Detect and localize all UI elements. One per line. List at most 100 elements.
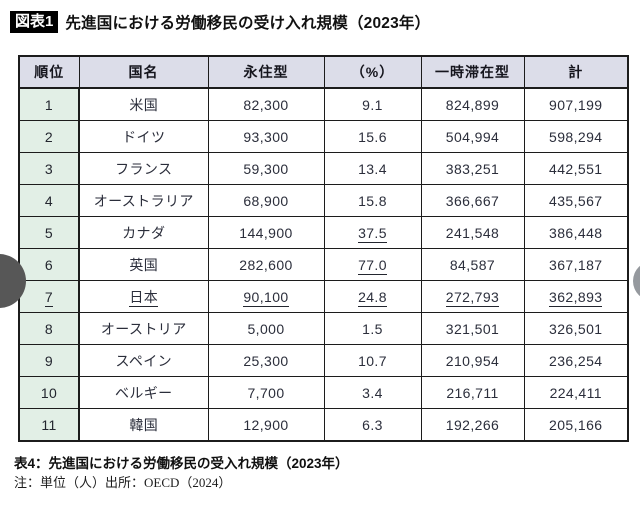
rank-value: 6	[44, 256, 54, 273]
total-value: 435,567	[549, 192, 603, 209]
rank-value: 10	[40, 384, 58, 401]
cell-temporary: 192,266	[420, 408, 525, 442]
total-value: 362,893	[549, 288, 603, 307]
cell-permanent: 93,300	[207, 120, 325, 153]
country-value: ベルギー	[114, 384, 173, 401]
country-value: オーストラリア	[93, 192, 194, 209]
cell-percent: 6.3	[323, 408, 422, 442]
cell-temporary: 504,994	[420, 120, 525, 153]
country-value: 韓国	[129, 416, 159, 433]
permanent-value: 7,700	[247, 384, 285, 401]
cell-country: オーストリア	[78, 312, 209, 345]
cell-total: 224,411	[523, 376, 629, 409]
cell-percent: 10.7	[323, 344, 422, 377]
cell-temporary: 210,954	[420, 344, 525, 377]
total-value: 907,199	[549, 96, 603, 113]
table-row: 11 韓国 12,900 6.3 192,266 205,166	[18, 408, 629, 442]
percent-value: 15.6	[358, 128, 387, 145]
header-cell-5: 計	[523, 55, 629, 89]
cell-permanent: 12,900	[207, 408, 325, 442]
country-value: 英国	[129, 256, 159, 273]
permanent-value: 12,900	[243, 416, 289, 433]
rank-value: 5	[44, 224, 54, 241]
country-value: フランス	[115, 160, 173, 177]
cell-temporary: 84,587	[420, 248, 525, 281]
table-header-row: 順位 国名 永住型 （%） 一時滞在型計	[18, 55, 629, 89]
figure-title-text: 先進国における労働移民の受け入れ規模（2023年）	[65, 15, 431, 32]
cell-rank: 6	[18, 248, 80, 281]
cell-total: 205,166	[523, 408, 629, 442]
country-value: スペイン	[115, 352, 173, 369]
total-value: 224,411	[549, 384, 602, 401]
cell-country: 韓国	[78, 408, 209, 442]
permanent-value: 144,900	[239, 224, 293, 241]
permanent-value: 68,900	[243, 192, 289, 209]
cell-temporary: 216,711	[420, 376, 525, 409]
cell-percent: 15.8	[323, 184, 422, 217]
country-value: ドイツ	[122, 128, 166, 145]
temporary-value: 366,667	[445, 192, 500, 209]
permanent-value: 5,000	[247, 320, 285, 337]
total-value: 367,187	[549, 256, 603, 273]
cell-country: 米国	[78, 87, 209, 121]
rank-value: 4	[44, 192, 54, 209]
header-cell-2: 永住型	[207, 55, 325, 89]
carousel-next-button[interactable]	[633, 261, 640, 301]
table-row: 10 ベルギー 7,700 3.4 216,711 224,411	[18, 376, 629, 409]
percent-value: 6.3	[362, 416, 383, 433]
permanent-value: 282,600	[239, 256, 293, 273]
total-value: 236,254	[549, 352, 603, 369]
cell-permanent: 59,300	[207, 152, 325, 185]
table-caption: 表4：先進国における労働移民の受入れ規模（2023年）	[14, 456, 349, 471]
permanent-value: 90,100	[243, 288, 289, 307]
table-row: 5 カナダ 144,900 37.5 241,548 386,448	[18, 216, 629, 249]
temporary-value: 272,793	[445, 288, 500, 307]
table-row: 6 英国 282,600 77.0 84,587 367,187	[18, 248, 629, 281]
cell-percent: 24.8	[323, 280, 422, 313]
permanent-value: 82,300	[243, 96, 289, 113]
total-value: 598,294	[549, 128, 603, 145]
temporary-value: 241,548	[445, 224, 500, 241]
country-value: 米国	[129, 96, 159, 113]
cell-country: 英国	[78, 248, 209, 281]
cell-permanent: 82,300	[207, 87, 325, 121]
total-value: 326,501	[549, 320, 603, 337]
cell-permanent: 25,300	[207, 344, 325, 377]
country-value: 日本	[129, 288, 159, 307]
cell-permanent: 5,000	[207, 312, 325, 345]
cell-total: 386,448	[523, 216, 629, 249]
permanent-value: 59,300	[243, 160, 289, 177]
temporary-value: 504,994	[445, 128, 500, 145]
cell-permanent: 7,700	[207, 376, 325, 409]
cell-percent: 37.5	[323, 216, 422, 249]
cell-total: 326,501	[523, 312, 629, 345]
cell-permanent: 144,900	[207, 216, 325, 249]
cell-country: 日本	[78, 280, 209, 313]
cell-temporary: 321,501	[420, 312, 525, 345]
cell-rank: 3	[18, 152, 80, 185]
percent-value: 37.5	[358, 224, 387, 243]
cell-total: 435,567	[523, 184, 629, 217]
header-cell-1: 国名	[78, 55, 209, 89]
table-row: 8 オーストリア 5,000 1.5 321,501 326,501	[18, 312, 629, 345]
temporary-value: 216,711	[446, 384, 499, 401]
table-row: 4 オーストラリア 68,900 15.8 366,667 435,567	[18, 184, 629, 217]
cell-temporary: 383,251	[420, 152, 525, 185]
cell-percent: 1.5	[323, 312, 422, 345]
cell-total: 598,294	[523, 120, 629, 153]
cell-percent: 9.1	[323, 87, 422, 121]
header-cell-4: 一時滞在型	[420, 55, 525, 89]
figure-title: 図表1 先進国における労働移民の受け入れ規模（2023年）	[10, 11, 430, 33]
temporary-value: 383,251	[445, 160, 500, 177]
table-body: 1 米国 82,300 9.1 824,899 907,199 2 ドイツ 93,300 15.6…	[18, 87, 629, 442]
country-value: カナダ	[122, 224, 166, 241]
rank-value: 11	[41, 416, 57, 433]
percent-value: 1.5	[362, 320, 383, 337]
cell-temporary: 241,548	[420, 216, 525, 249]
temporary-value: 824,899	[445, 96, 500, 113]
percent-value: 9.1	[362, 96, 383, 113]
header-cell-0: 順位	[18, 55, 80, 89]
temporary-value: 192,266	[445, 416, 500, 433]
cell-rank: 7	[18, 280, 80, 313]
cell-total: 367,187	[523, 248, 629, 281]
